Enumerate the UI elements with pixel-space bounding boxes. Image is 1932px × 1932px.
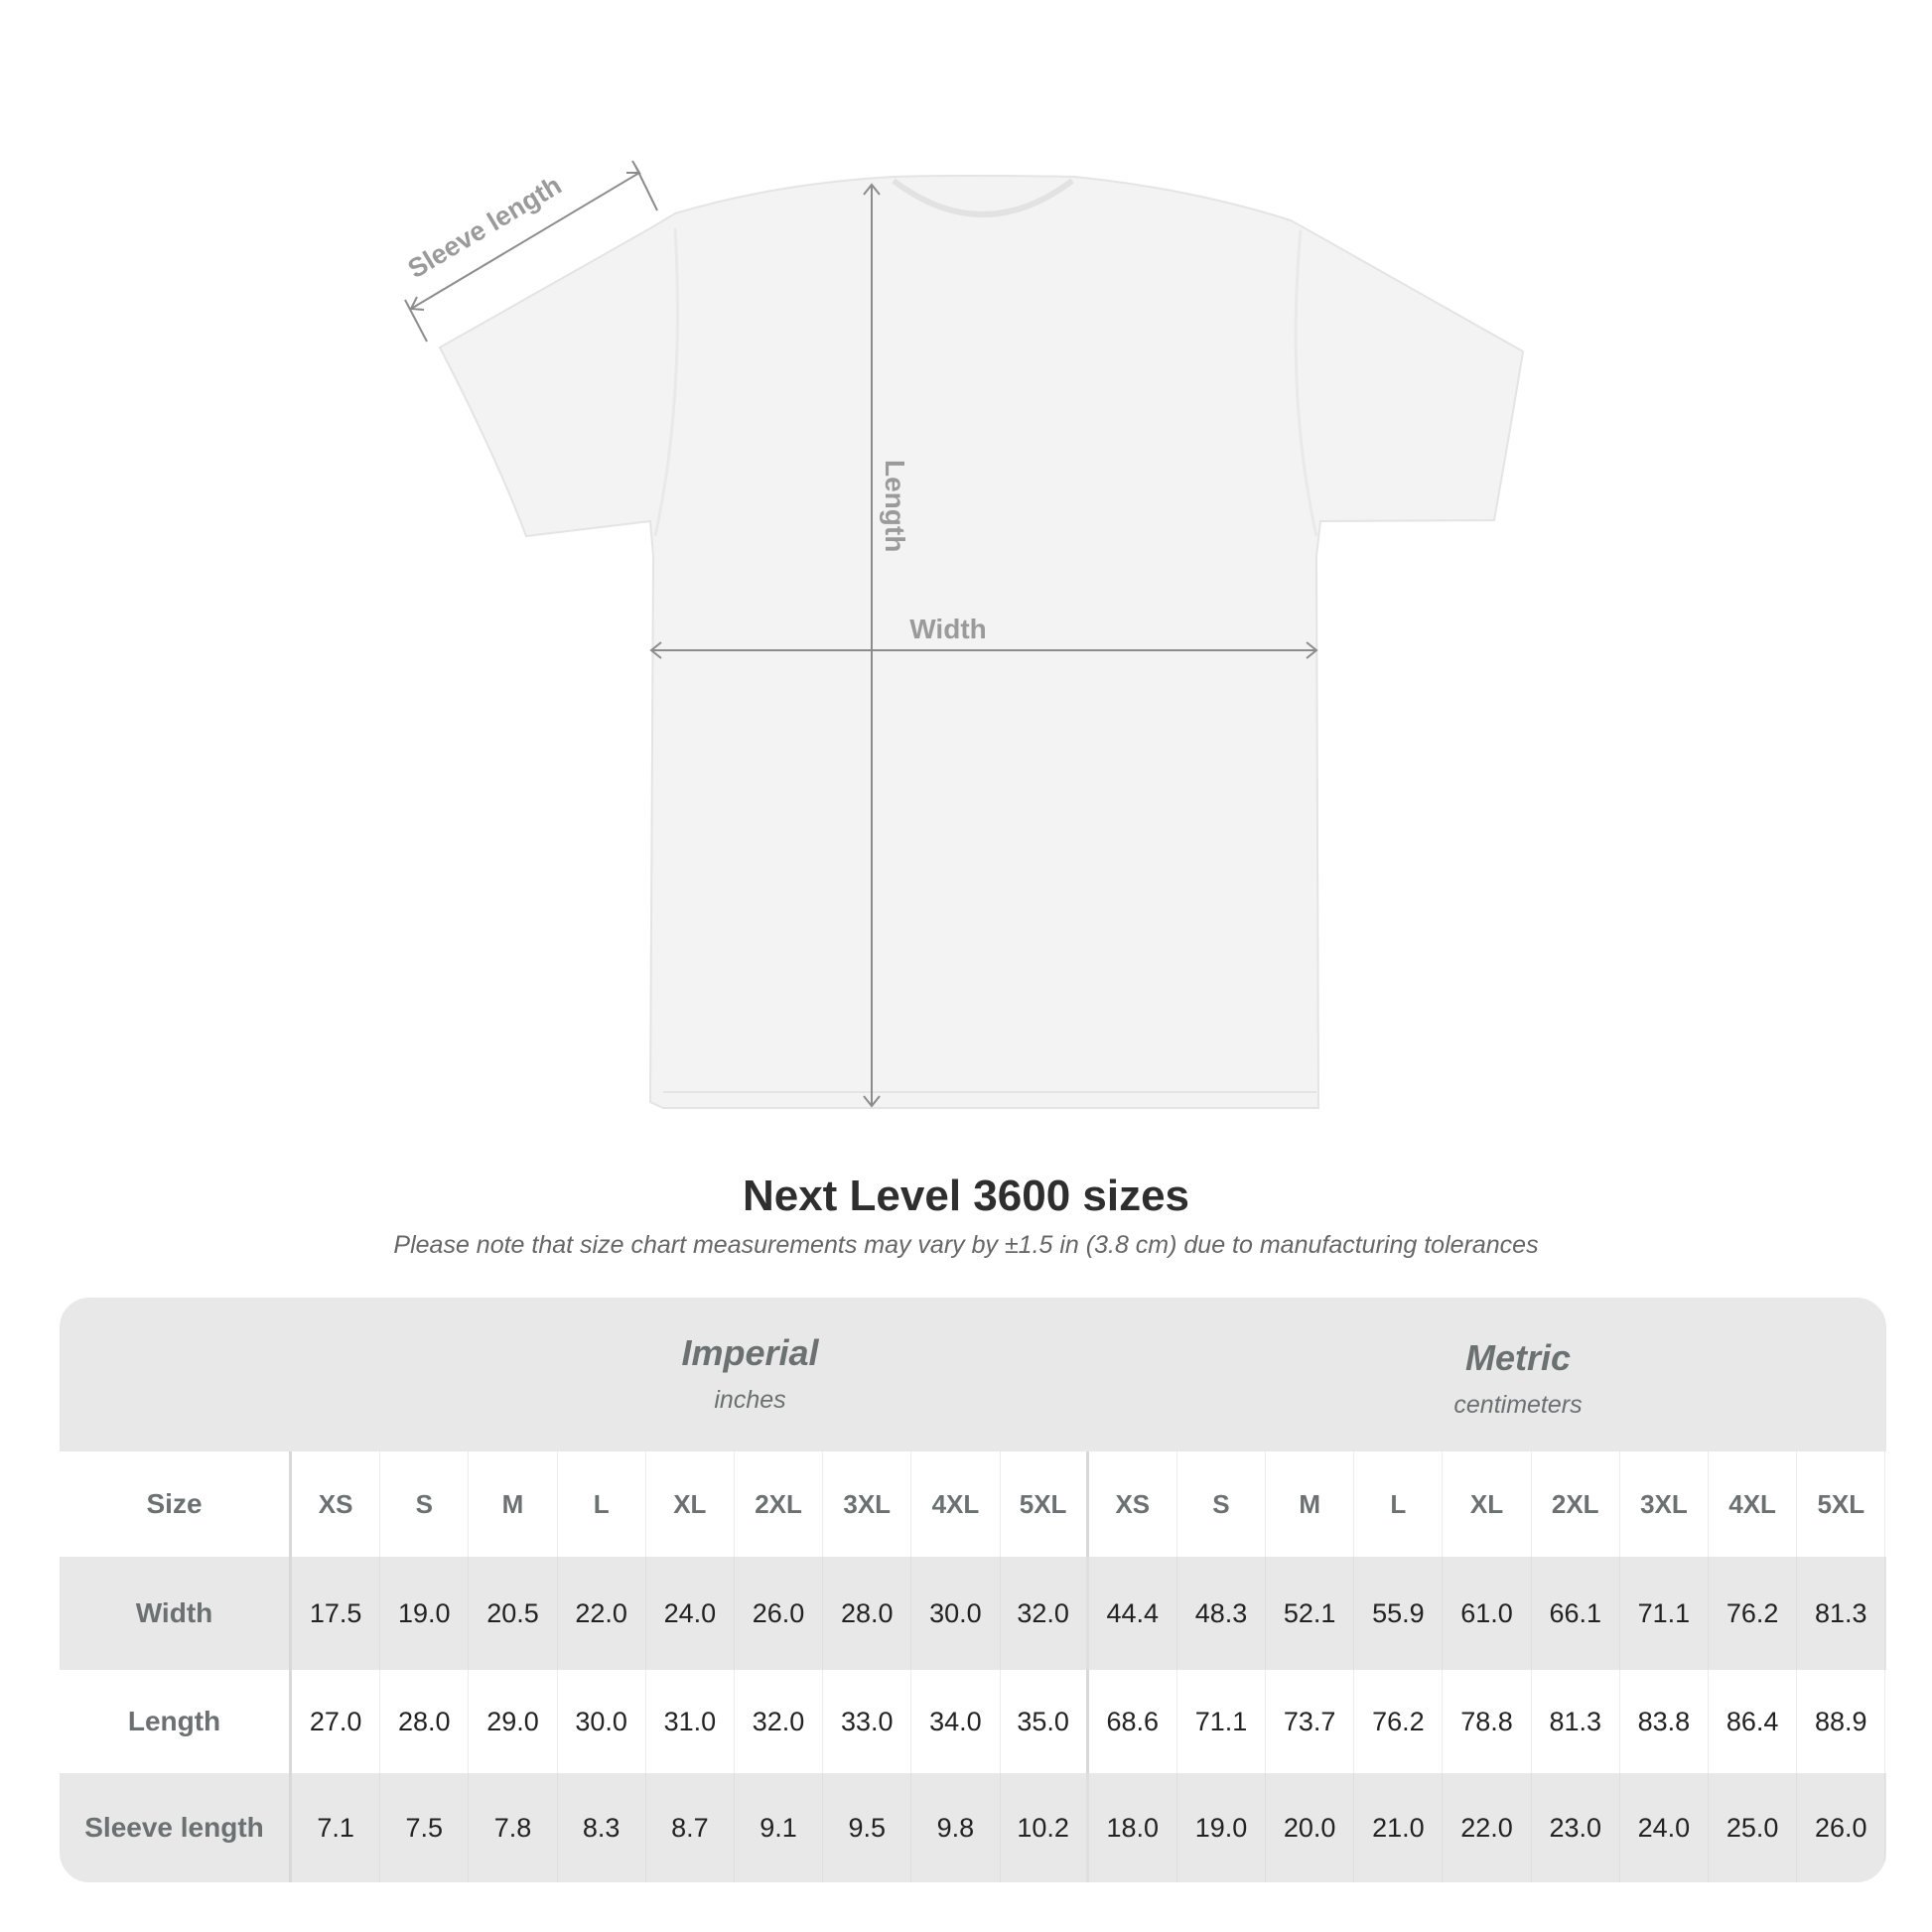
metric-cell: 25.0: [1709, 1773, 1798, 1882]
length-label: Length: [880, 460, 910, 552]
metric-cell: 81.3: [1797, 1557, 1886, 1670]
length-row: Length 27.0 28.0 29.0 30.0 31.0 32.0 33.0 34.0 35…: [60, 1670, 1886, 1773]
imperial-cell: 17.5: [292, 1557, 381, 1670]
metric-cell: 20.0: [1266, 1773, 1355, 1882]
metric-cell: 76.2: [1354, 1670, 1444, 1773]
metric-cell: 18.0: [1089, 1773, 1177, 1882]
metric-cell: 73.7: [1266, 1670, 1355, 1773]
size-row: Size XS S M L XL 2XL 3XL 4XL 5XL XS S M L XL 2XL 3XL 4XL 5…: [60, 1451, 1886, 1557]
metric-cell: XS: [1089, 1451, 1177, 1557]
tshirt-illustration: [438, 175, 1525, 1109]
metric-cell: 22.0: [1443, 1773, 1532, 1882]
imperial-cell: 34.0: [911, 1670, 1001, 1773]
imperial-cell: 7.8: [469, 1773, 558, 1882]
imperial-cell: 28.0: [380, 1670, 470, 1773]
metric-cell: 5XL: [1797, 1451, 1886, 1557]
metric-cell: 52.1: [1266, 1557, 1355, 1670]
imperial-header: Imperial inches: [351, 1332, 1149, 1415]
metric-unit: centimeters: [1453, 1391, 1583, 1419]
imperial-cell: 27.0: [292, 1670, 381, 1773]
metric-cell: L: [1354, 1451, 1444, 1557]
metric-cell: 61.0: [1443, 1557, 1532, 1670]
imperial-cell: 29.0: [469, 1670, 558, 1773]
metric-title: Metric: [1464, 1337, 1572, 1378]
row-label: Size: [60, 1451, 292, 1557]
imperial-cell: 24.0: [646, 1557, 735, 1670]
metric-cell: 71.1: [1177, 1670, 1267, 1773]
imperial-cell: 19.0: [380, 1557, 470, 1670]
metric-cell: 81.3: [1532, 1670, 1620, 1773]
imperial-cell: 26.0: [735, 1557, 824, 1670]
imperial-cell: 31.0: [646, 1670, 735, 1773]
imperial-cell: 33.0: [823, 1670, 912, 1773]
imperial-unit: inches: [714, 1386, 786, 1414]
metric-cell: 48.3: [1177, 1557, 1267, 1670]
imperial-cell: 7.1: [292, 1773, 381, 1882]
metric-cell: 55.9: [1354, 1557, 1444, 1670]
imperial-cell: 32.0: [735, 1670, 824, 1773]
row-label: Length: [60, 1670, 292, 1773]
metric-cell: 26.0: [1797, 1773, 1886, 1882]
metric-cell: 88.9: [1797, 1670, 1886, 1773]
row-label: Width: [60, 1557, 292, 1670]
imperial-title: Imperial: [681, 1332, 819, 1373]
sleeve-arrow: [410, 172, 640, 310]
imperial-cell: XL: [646, 1451, 735, 1557]
size-table: Imperial inches Metric centimeters Size X…: [60, 1298, 1886, 1882]
metric-cell: 23.0: [1532, 1773, 1620, 1882]
tshirt-diagram: Sleeve length Length Width: [403, 160, 1525, 1109]
imperial-cell: 4XL: [911, 1451, 1001, 1557]
metric-cell: XL: [1443, 1451, 1532, 1557]
imperial-cell: 30.0: [911, 1557, 1001, 1670]
row-label: Sleeve length: [60, 1773, 292, 1882]
sleeve-length-label: Sleeve length: [403, 170, 567, 284]
imperial-cell: 5XL: [1001, 1451, 1089, 1557]
imperial-cell: L: [558, 1451, 646, 1557]
imperial-cell: S: [380, 1451, 470, 1557]
metric-header: Metric centimeters: [1150, 1337, 1886, 1420]
imperial-cell: 9.8: [911, 1773, 1001, 1882]
imperial-cell: 7.5: [380, 1773, 470, 1882]
metric-cell: 86.4: [1709, 1670, 1798, 1773]
tolerance-note: Please note that size chart measurements…: [393, 1231, 1539, 1259]
metric-cell: 76.2: [1709, 1557, 1798, 1670]
imperial-cell: 28.0: [823, 1557, 912, 1670]
imperial-cell: XS: [292, 1451, 381, 1557]
width-label: Width: [909, 614, 987, 644]
page-title: Next Level 3600 sizes: [742, 1172, 1190, 1220]
imperial-cell: 8.7: [646, 1773, 735, 1882]
metric-cell: M: [1266, 1451, 1355, 1557]
table-header: Imperial inches Metric centimeters: [60, 1298, 1886, 1451]
imperial-cell: 35.0: [1001, 1670, 1089, 1773]
imperial-cell: 3XL: [823, 1451, 912, 1557]
metric-cell: S: [1177, 1451, 1267, 1557]
metric-cell: 19.0: [1177, 1773, 1267, 1882]
imperial-cell: 2XL: [735, 1451, 824, 1557]
metric-cell: 24.0: [1620, 1773, 1709, 1882]
metric-cell: 78.8: [1443, 1670, 1532, 1773]
metric-cell: 44.4: [1089, 1557, 1177, 1670]
metric-cell: 2XL: [1532, 1451, 1620, 1557]
sleeve-length-row: Sleeve length 7.1 7.5 7.8 8.3 8.7 9.1 9.5 9.8 10.…: [60, 1773, 1886, 1882]
imperial-cell: M: [469, 1451, 558, 1557]
imperial-cell: 22.0: [558, 1557, 646, 1670]
metric-cell: 71.1: [1620, 1557, 1709, 1670]
imperial-cell: 20.5: [469, 1557, 558, 1670]
width-row: Width 17.5 19.0 20.5 22.0 24.0 26.0 28.0 30.0 32.…: [60, 1557, 1886, 1670]
imperial-cell: 9.5: [823, 1773, 912, 1882]
metric-cell: 3XL: [1620, 1451, 1709, 1557]
metric-cell: 66.1: [1532, 1557, 1620, 1670]
metric-cell: 68.6: [1089, 1670, 1177, 1773]
imperial-cell: 32.0: [1001, 1557, 1089, 1670]
imperial-cell: 8.3: [558, 1773, 646, 1882]
metric-cell: 83.8: [1620, 1670, 1709, 1773]
metric-cell: 4XL: [1709, 1451, 1798, 1557]
imperial-cell: 9.1: [735, 1773, 824, 1882]
imperial-cell: 30.0: [558, 1670, 646, 1773]
imperial-cell: 10.2: [1001, 1773, 1089, 1882]
metric-cell: 21.0: [1354, 1773, 1444, 1882]
